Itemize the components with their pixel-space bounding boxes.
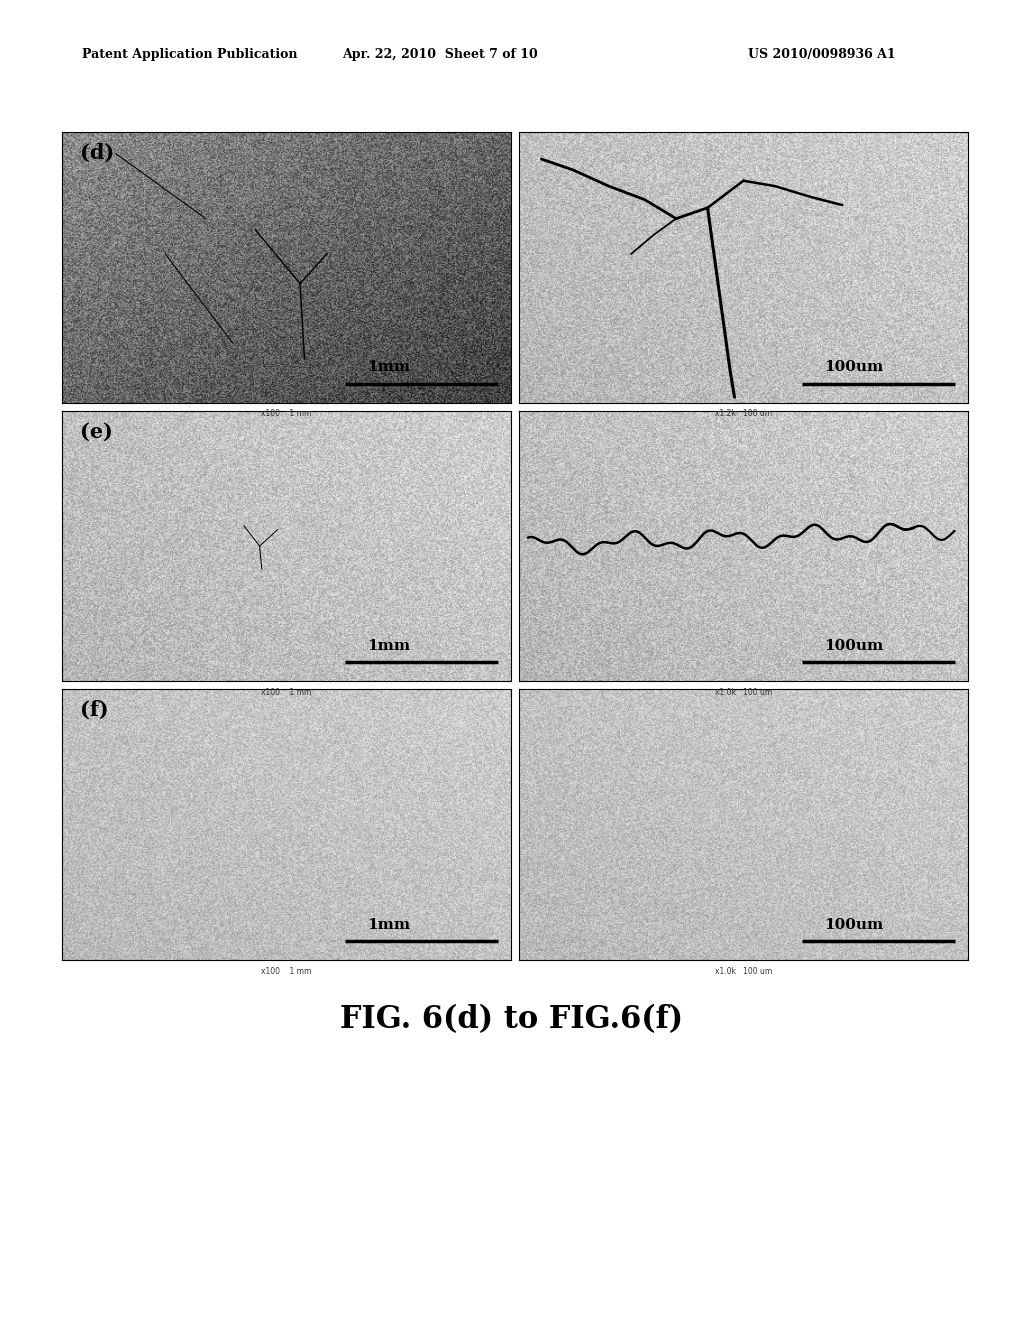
Text: x1.2k   100 um: x1.2k 100 um (715, 409, 772, 418)
Text: 1mm: 1mm (368, 639, 411, 653)
Text: x100    1 mm: x100 1 mm (261, 966, 311, 975)
Text: x1.0k   100 um: x1.0k 100 um (715, 966, 772, 975)
Text: FIG. 6(d) to FIG.6(f): FIG. 6(d) to FIG.6(f) (340, 1005, 684, 1035)
Text: 100um: 100um (824, 360, 884, 375)
Text: US 2010/0098936 A1: US 2010/0098936 A1 (748, 48, 895, 61)
Text: x100    1 mm: x100 1 mm (261, 688, 311, 697)
Text: x1.0k   100 um: x1.0k 100 um (715, 688, 772, 697)
Text: (d): (d) (80, 143, 115, 162)
Text: 1mm: 1mm (368, 360, 411, 375)
Text: (f): (f) (80, 700, 109, 721)
Text: 100um: 100um (824, 639, 884, 653)
Text: 1mm: 1mm (368, 917, 411, 932)
Text: 100um: 100um (824, 917, 884, 932)
Text: Patent Application Publication: Patent Application Publication (82, 48, 297, 61)
Text: Apr. 22, 2010  Sheet 7 of 10: Apr. 22, 2010 Sheet 7 of 10 (342, 48, 539, 61)
Text: (e): (e) (80, 421, 113, 441)
Text: x100    1 mm: x100 1 mm (261, 409, 311, 418)
